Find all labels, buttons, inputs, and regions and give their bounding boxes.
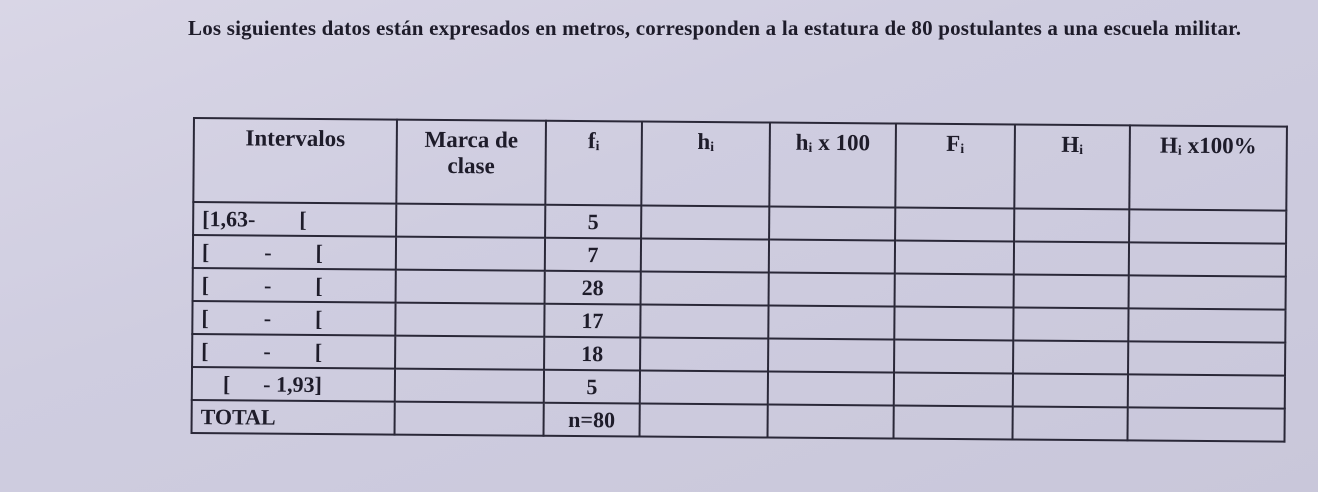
empty-cell [768,305,895,340]
empty-cell [768,239,896,274]
empty-cell [395,236,546,271]
empty-cell [395,335,545,370]
empty-cell [1012,373,1129,408]
problem-statement: Los siguientes datos están expresados en… [188,16,1242,40]
empty-cell [768,272,895,307]
header-hi: hᵢ [641,121,770,207]
empty-cell [893,405,1013,440]
interval-cell: [ - [ [192,235,397,270]
fi-cell: 17 [544,303,641,338]
empty-cell [894,339,1014,374]
empty-cell [395,269,545,304]
empty-cell [894,273,1014,308]
empty-cell [640,238,770,273]
empty-cell [767,371,895,406]
fi-cell: 18 [544,336,641,371]
fi-cell: 5 [545,204,642,239]
table-header-row: Intervalos Marca de clase fᵢ hᵢ hᵢ x 100… [193,118,1287,211]
interval-cell: [ - 1,93] [191,367,396,402]
empty-cell [639,403,768,438]
empty-cell [396,203,546,238]
empty-cell [1013,307,1129,342]
empty-cell [894,240,1015,275]
header-intervalos: Intervalos [193,118,397,204]
interval-cell: [1,63- [ [193,202,397,237]
interval-cell: TOTAL [191,399,395,435]
empty-cell [768,338,895,373]
empty-cell [1128,275,1286,310]
empty-cell [1128,341,1286,376]
empty-cell [1013,274,1129,309]
header-hi-x100: hᵢ x 100 [769,122,896,208]
frequency-table: Intervalos Marca de clase fᵢ hᵢ hᵢ x 100… [191,117,1288,443]
empty-cell [1013,340,1129,375]
empty-cell [1128,242,1287,277]
fi-cell: 5 [543,369,641,404]
header-Hi: Hᵢ [1014,124,1130,210]
empty-cell [394,401,544,436]
empty-cell [1128,308,1286,343]
empty-cell [641,205,770,240]
header-Hi-x100: Hᵢ x100% [1129,125,1287,211]
empty-cell [894,306,1014,341]
empty-cell [640,304,769,339]
fi-cell: n=80 [543,402,640,437]
empty-cell [640,271,769,306]
empty-cell [1129,209,1287,244]
header-Fi: Fᵢ [895,123,1015,209]
empty-cell [1127,407,1285,442]
empty-cell [1013,241,1130,276]
interval-cell: [ - [ [192,268,396,303]
empty-cell [640,337,769,372]
empty-cell [1014,208,1130,243]
empty-cell [895,207,1015,242]
empty-cell [767,404,894,439]
interval-cell: [ - [ [192,334,396,369]
fi-cell: 7 [544,237,642,272]
empty-cell [395,302,545,337]
empty-cell [1127,374,1286,409]
fi-cell: 28 [544,270,641,305]
empty-cell [1012,406,1128,441]
header-fi: fᵢ [545,120,642,206]
empty-cell [639,370,769,405]
empty-cell [893,372,1014,407]
header-marca-de-clase: Marca de clase [396,119,546,205]
empty-cell [769,206,896,241]
interval-cell: [ - [ [192,301,396,336]
empty-cell [394,368,545,403]
